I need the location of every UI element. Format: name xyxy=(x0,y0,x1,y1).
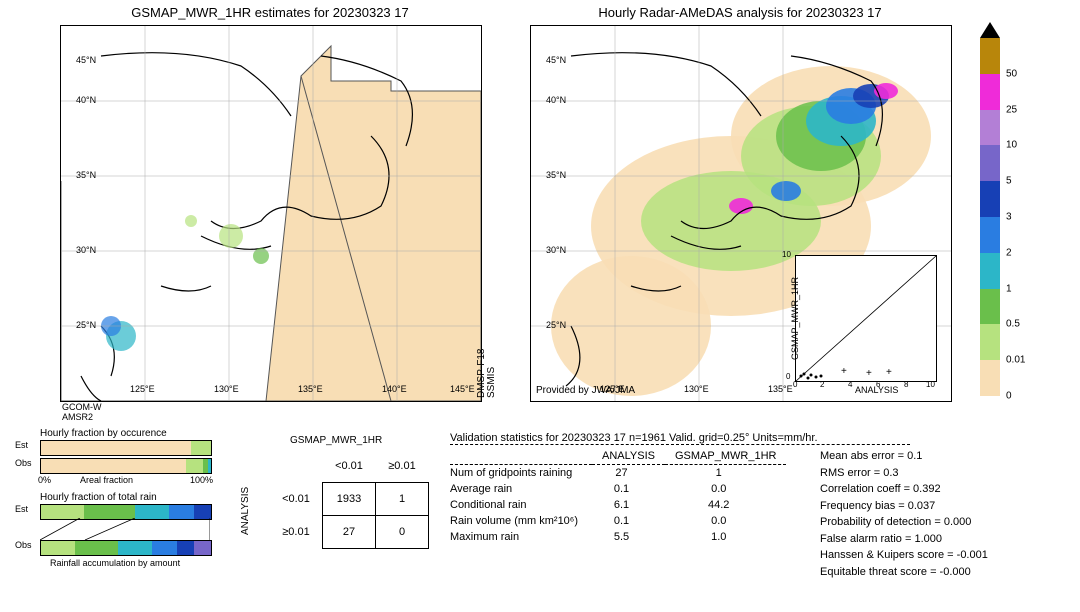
est-label2: Est xyxy=(15,504,28,514)
xtick: 130°E xyxy=(684,384,709,394)
ytick: 35°N xyxy=(546,170,566,180)
xtick: 130°E xyxy=(214,384,239,394)
xtick: 135°E xyxy=(768,384,793,394)
xtick: 140°E xyxy=(382,384,407,394)
obs-label: Obs xyxy=(15,458,32,468)
totalrain-obs-bar xyxy=(40,540,212,556)
left-map-title: GSMAP_MWR_1HR estimates for 20230323 17 xyxy=(60,5,480,20)
svg-text:+: + xyxy=(841,366,847,377)
contingency-table: <0.01 ≥0.01 <0.01 1933 1 ≥0.01 27 0 xyxy=(270,450,429,549)
ytick: 30°N xyxy=(76,245,96,255)
occurrence-est-bar xyxy=(40,440,212,456)
ytick: 35°N xyxy=(76,170,96,180)
svg-text:+: + xyxy=(886,367,892,378)
occurrence-title: Hourly fraction by occurence xyxy=(40,428,167,439)
ytick: 45°N xyxy=(76,55,96,65)
xtick: 125°E xyxy=(130,384,155,394)
obs-label2: Obs xyxy=(15,540,32,550)
colorbar-arrow-top xyxy=(980,22,1000,38)
xtick: 125°E xyxy=(600,384,625,394)
left-map-panel xyxy=(60,25,482,402)
right-map-title: Hourly Radar-AMeDAS analysis for 2023032… xyxy=(530,5,950,20)
totalrain-title: Hourly fraction of total rain xyxy=(40,492,157,503)
occurrence-obs-bar xyxy=(40,458,212,474)
scatter-panel: + + + xyxy=(795,255,937,382)
totalrain-caption: Rainfall accumulation by amount xyxy=(50,558,180,568)
svg-text:+: + xyxy=(866,368,872,379)
colorbar: 00.010.51235102550 xyxy=(980,38,1000,396)
validation-table: ANALYSISGSMAP_MWR_1HR Num of gridpoints … xyxy=(450,448,786,545)
score-list: Mean abs error = 0.1RMS error = 0.3Corre… xyxy=(820,448,988,580)
est-label: Est xyxy=(15,440,28,450)
ytick: 40°N xyxy=(546,95,566,105)
xtick: 145°E xyxy=(450,384,475,394)
ytick: 25°N xyxy=(76,320,96,330)
xtick: 135°E xyxy=(298,384,323,394)
ytick: 30°N xyxy=(546,245,566,255)
left-footer2: AMSR2 xyxy=(62,412,93,422)
contingency-title: GSMAP_MWR_1HR xyxy=(290,435,382,446)
occ-x1: 100% xyxy=(190,475,213,485)
ytick: 45°N xyxy=(546,55,566,65)
contingency-ylabel: ANALYSIS xyxy=(240,487,251,535)
scatter-ylabel: GSMAP_MWR_1HR xyxy=(790,277,800,360)
ytick: 25°N xyxy=(546,320,566,330)
left-side2: SSMIS xyxy=(486,367,497,398)
validation-title: Validation statistics for 20230323 17 n=… xyxy=(450,432,910,445)
occ-caption: Areal fraction xyxy=(80,475,133,485)
ytick: 40°N xyxy=(76,95,96,105)
occ-x0: 0% xyxy=(38,475,51,485)
left-footer1: GCOM-W xyxy=(62,402,102,412)
